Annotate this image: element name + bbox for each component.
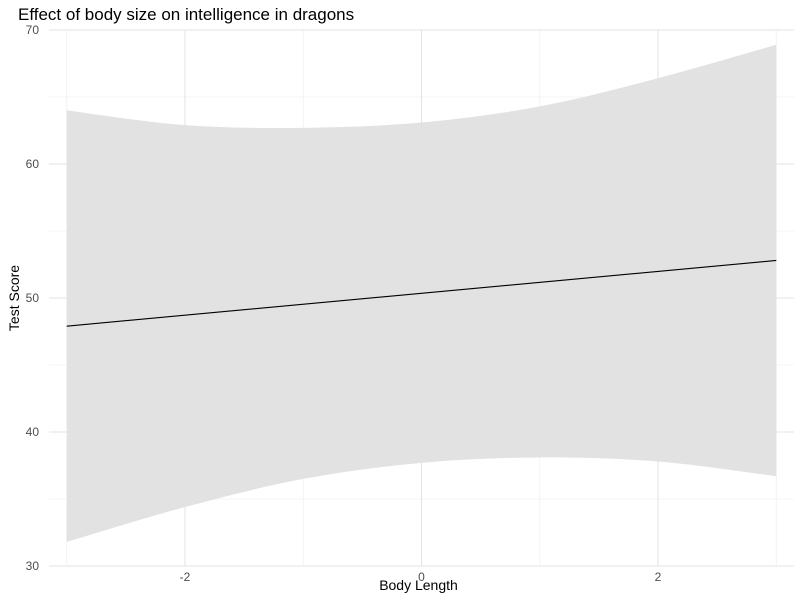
x-tick-label: 2 (655, 570, 662, 584)
trend-line (66, 259, 777, 327)
x-axis-ticks: -2 0 2 (180, 570, 662, 584)
y-tick-label: 60 (26, 157, 40, 171)
chart-title: Effect of body size on intelligence in d… (18, 5, 355, 24)
x-tick-label: 0 (418, 570, 425, 584)
y-tick-label: 70 (26, 23, 40, 37)
y-axis-ticks: 30 40 50 60 70 (26, 23, 40, 573)
y-tick-label: 30 (26, 559, 40, 573)
x-tick-label: -2 (180, 570, 191, 584)
x-axis-title: Body Length (379, 577, 458, 593)
y-tick-label: 40 (26, 425, 40, 439)
y-axis-title: Test Score (6, 265, 22, 331)
y-tick-label: 50 (26, 291, 40, 305)
